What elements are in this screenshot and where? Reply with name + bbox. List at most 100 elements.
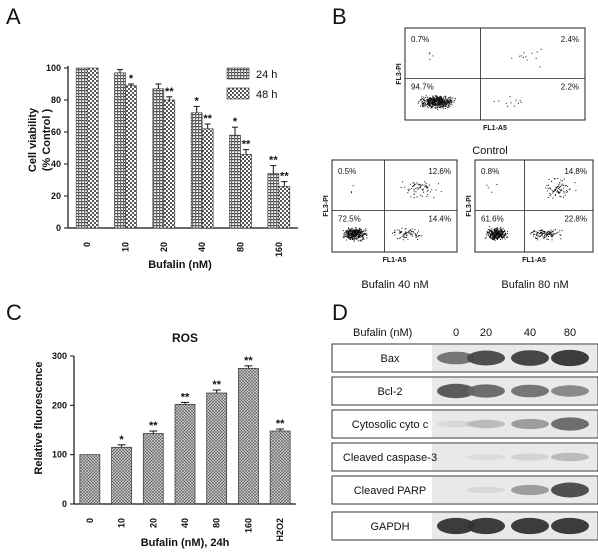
blot-row-label: Cleaved caspase-3 [343,452,437,464]
panel-c-significance: ** [212,379,221,391]
blot-row: Bcl-2 [331,376,598,406]
panel-a-ylabel-line2: (% Control ) [41,109,53,172]
panel-c-bar [174,403,196,505]
panel-a-y-tick-label: 0 [56,223,61,233]
blot-band [551,349,589,367]
panel-a-y-tick-label: 40 [51,159,61,169]
blot-band [551,452,589,462]
flow-ylabel: FL3-PI [466,195,473,216]
panel-c-xlabel: Bufalin (nM), 24h [141,537,230,549]
flow-xlabel: FL1-A5 [522,257,546,264]
flow-event-dots [484,178,577,241]
flow-ylabel: FL3-PI [396,63,403,84]
panel-c-x-tick-label: H2O2 [275,518,285,542]
panel-a-y-tick-label: 80 [51,95,61,105]
panel-c-x-tick-label: 10 [117,518,127,528]
panel-b-flow-plots: 0.7% 2.4% 94.7% 2.2% FL1-A5 FL3-PI Control 0.5%… [323,27,594,291]
panel-c-ros-chart: ROS Relative fluorescence Bufalin (nM), … [33,331,296,549]
blot-band [467,453,505,461]
panel-a-legend-swatch [226,67,250,80]
blot-band [551,417,589,431]
panel-c-x-tick-label: 0 [85,518,95,523]
blot-band [467,384,505,398]
blot-band [437,351,475,365]
panel-c-bar [206,392,228,505]
panel-c-significance: ** [181,391,190,403]
blot-band [437,420,475,428]
panel-c-significance: ** [149,420,158,432]
panel-a-x-tick-label: 20 [159,242,169,252]
flow-plot-caption: Bufalin 80 nM [501,279,568,291]
flow-quadrant-percent: 0.5% [338,167,356,176]
blot-band [467,419,505,429]
panel-c-bar [238,367,259,505]
blot-lane-label: 80 [564,327,576,339]
blot-lane-label: 40 [524,327,536,339]
panel-a-y-tick-label: 60 [51,127,61,137]
flow-quadrant-percent: 2.4% [561,35,579,44]
panel-a-bar [201,128,214,229]
panel-a-bar [75,67,88,229]
blot-band [511,350,549,366]
blot-band [511,418,549,430]
panel-a-significance: * [233,116,238,128]
flow-quadrant-percent: 0.8% [481,167,499,176]
blot-band [511,484,549,496]
panel-c-bar [111,446,132,505]
flow-event-dots [342,181,442,242]
panel-c-y-tick-label: 100 [52,450,67,460]
blot-band [511,384,549,398]
panel-c-x-tick-label: 40 [180,518,190,528]
blot-row: Bax [331,343,598,373]
panel-a-bar [229,134,241,229]
panel-label-c: C [6,300,22,325]
panel-c-bar [269,430,291,505]
panel-a-significance: ** [269,155,278,167]
panel-a-bar [114,72,126,229]
panel-c-title: ROS [172,331,198,345]
panel-a-x-tick-label: 40 [197,242,207,252]
blot-row-label: GAPDH [370,521,409,533]
panel-c-x-tick-label: 80 [212,518,222,528]
panel-a-bar [125,85,137,229]
panel-a-bar [278,186,291,229]
blot-lane-label: 0 [453,327,459,339]
panel-a-bar [163,99,176,229]
panel-a-bar [240,154,252,229]
panel-a-y-tick-label: 100 [46,63,61,73]
panel-a-legend-swatch [226,87,250,100]
flow-plot-1: 0.7% 2.4% 94.7% 2.2% FL1-A5 FL3-PI Control [396,27,586,157]
panel-a-bar [152,88,165,229]
blot-band [467,517,505,535]
blot-band [511,517,549,535]
flow-ylabel: FL3-PI [323,195,330,216]
flow-quadrant-percent: 94.7% [411,83,434,92]
panel-c-x-tick-label: 20 [148,518,158,528]
blot-row: Cleaved PARP [331,475,598,505]
panel-label-b: B [332,4,347,29]
panel-a-significance: ** [280,171,289,183]
panel-a-x-tick-label: 160 [274,242,284,257]
panel-a-significance: ** [242,139,251,151]
flow-quadrant-percent: 14.8% [564,167,587,176]
panel-a-y-tick-label: 20 [51,191,61,201]
panel-c-y-tick-label: 300 [52,351,67,361]
blot-band [467,350,505,366]
panel-a-x-tick-label: 0 [82,242,92,247]
panel-c-significance: * [119,434,124,446]
flow-xlabel: FL1-A5 [483,125,507,132]
flow-quadrant-percent: 22.8% [564,215,587,224]
panel-c-significance: ** [276,418,285,430]
panel-d-western-blot: Bufalin (nM) 0 20 40 80 Bax Bcl-2 Cytosolic cy… [331,327,598,541]
panel-a-ylabel-line1: Cell viability [27,107,39,172]
panel-a-legend-label: 48 h [256,89,277,101]
panel-label-d: D [332,300,348,325]
blot-band [511,453,549,461]
blot-band [467,486,505,494]
panel-a-significance: * [195,95,200,107]
panel-c-x-tick-label: 160 [243,518,253,533]
panel-c-ylabel: Relative fluorescence [33,361,45,474]
blot-band [551,517,589,535]
blot-row-label: Cleaved PARP [354,485,427,497]
panel-label-a: A [6,4,21,29]
